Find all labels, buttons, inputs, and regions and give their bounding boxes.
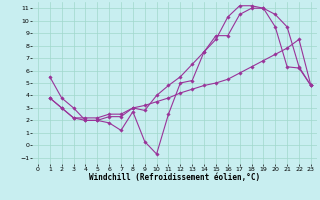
X-axis label: Windchill (Refroidissement éolien,°C): Windchill (Refroidissement éolien,°C) — [89, 173, 260, 182]
